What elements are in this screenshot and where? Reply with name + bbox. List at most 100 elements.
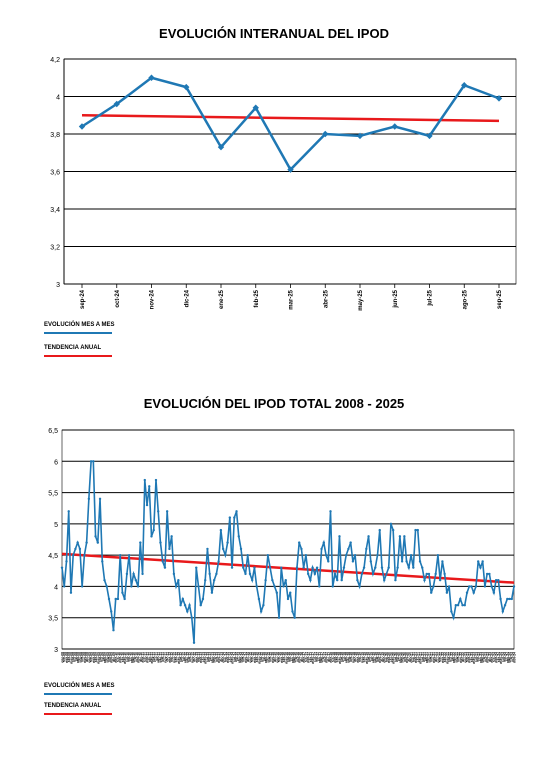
chart2-xtick-label: sep-10	[132, 652, 136, 663]
chart2-xtick-label: nov-15	[271, 652, 275, 663]
chart2-point	[367, 535, 370, 538]
chart2-point	[127, 553, 131, 557]
chart2-point	[280, 566, 283, 569]
chart2-xtick-label: sep-16	[293, 652, 297, 663]
chart2-xtick-label: jun-10	[125, 652, 129, 663]
chart2-ytick-label: 5,5	[48, 491, 58, 498]
chart2-xtick-label: ene-18	[329, 652, 333, 663]
chart2-xtick-label: jun-15	[260, 652, 264, 663]
chart1-xtick-label: ago-25	[462, 289, 468, 309]
chart2-xtick-label: sep-17	[320, 652, 324, 663]
chart1-plot-frame	[63, 58, 517, 285]
chart2-point	[289, 591, 292, 594]
chart1-ytick-label: 4,2	[50, 57, 60, 64]
chart1-point	[148, 74, 155, 81]
chart2-xtick-label: ago-11	[157, 652, 161, 663]
chart2-point	[470, 585, 473, 588]
chart2-xtick-label: feb-11	[143, 652, 147, 662]
chart2-xtick-label: dic-15	[273, 652, 277, 662]
chart2-ytick-label: 4	[54, 584, 58, 591]
chart2-xtick-label: mar-08	[65, 652, 69, 663]
chart2-point	[237, 535, 240, 538]
chart2-point	[112, 629, 115, 632]
chart2-point	[371, 572, 375, 576]
chart2-point	[450, 610, 453, 613]
chart2-xtick-label: oct-17	[322, 652, 326, 662]
chart2-xtick-label: may-23	[472, 652, 476, 664]
chart2-xtick-label: jun-12	[179, 652, 183, 663]
chart2-point	[286, 597, 290, 601]
chart2-xtick-label: dic-23	[488, 652, 492, 662]
chart2-point	[233, 516, 236, 519]
chart2-xtick-label: abr-18	[336, 652, 340, 662]
chart1-ytick-label: 3,8	[50, 132, 60, 139]
chart1-point	[391, 123, 398, 130]
chart2-xtick-label: feb-18	[331, 652, 335, 662]
chart2-point	[63, 585, 66, 588]
chart2-xtick-label: dic-11	[166, 652, 170, 662]
chart2-point	[387, 566, 390, 569]
chart2-xtick-label: feb-08	[63, 652, 67, 662]
chart2-point	[264, 578, 267, 582]
chart2-point	[89, 460, 93, 463]
chart2-xtick-label: oct-09	[107, 652, 111, 662]
chart2-xtick-label: may-13	[204, 652, 208, 664]
chart2-point	[219, 528, 223, 532]
chart2-point	[255, 585, 258, 588]
chart2-xtick-label: jun-19	[367, 652, 371, 663]
chart2-series-line	[61, 460, 515, 643]
chart2-xtick-label: may-08	[69, 652, 73, 664]
chart2-xtick-label: mar-24	[495, 652, 499, 663]
chart1-point	[426, 132, 433, 140]
chart2-point	[239, 547, 243, 551]
chart2-point	[277, 616, 281, 619]
chart2-xtick-label: nov-17	[325, 652, 329, 663]
chart2-point	[170, 535, 173, 538]
chart2-point	[179, 604, 182, 607]
chart2-point	[389, 522, 393, 526]
chart2-point	[143, 478, 146, 482]
chart2-xtick-label: ago-17	[318, 652, 322, 663]
chart2-point	[103, 578, 106, 582]
chart2-xtick-label: mar-13	[199, 652, 203, 663]
chart2-point	[374, 566, 377, 569]
chart2-point	[188, 604, 191, 607]
chart1-legend-trend-swatch	[44, 355, 112, 357]
chart2-point	[456, 604, 460, 607]
chart2-point	[177, 578, 180, 582]
chart2-xtick-label: dic-10	[139, 652, 143, 662]
chart2-xtick-label: may-20	[392, 652, 396, 664]
chart2-point	[365, 547, 368, 551]
chart2-xtick-label: jun-11	[152, 652, 156, 663]
chart2-point	[309, 578, 312, 582]
chart2-xtick-label: ago-09	[103, 652, 107, 663]
chart2-point	[192, 641, 196, 644]
chart2-xtick-label: oct-14	[242, 652, 246, 662]
chart2-xtick-label: feb-12	[170, 652, 174, 662]
chart2-point	[242, 566, 245, 569]
chart2-point	[344, 553, 348, 557]
chart2-point	[383, 578, 386, 582]
chart2-xtick-label: sep-22	[454, 652, 458, 663]
chart2-point	[228, 516, 232, 519]
chart2-xtick-label: mar-20	[387, 652, 391, 663]
chart2-point	[74, 547, 77, 551]
chart1-ytick-label: 3,2	[50, 245, 60, 252]
chart2-point	[497, 578, 500, 582]
chart2-xtick-label: nov-09	[110, 652, 114, 663]
chart2-legend-trend: TENDENCIA ANUAL	[44, 703, 112, 715]
chart2-point	[499, 597, 502, 601]
chart2-point	[385, 572, 388, 576]
chart2-point	[331, 585, 334, 588]
chart2-xtick-label: nov-08	[83, 652, 87, 663]
chart2-xtick-label: ene-10	[114, 652, 118, 663]
chart2-point	[338, 535, 341, 538]
chart2-xtick-label: jul-15	[262, 652, 266, 662]
chart2-xtick-label: nov-21	[432, 652, 436, 663]
chart2-xtick-label: nov-11	[163, 652, 167, 663]
chart2-point	[118, 553, 122, 557]
chart2-xtick-label: may-10	[123, 652, 127, 664]
chart1-legend-series: EVOLUCIÓN MES A MES	[44, 322, 115, 334]
chart2-xtick-label: may-22	[445, 652, 449, 664]
